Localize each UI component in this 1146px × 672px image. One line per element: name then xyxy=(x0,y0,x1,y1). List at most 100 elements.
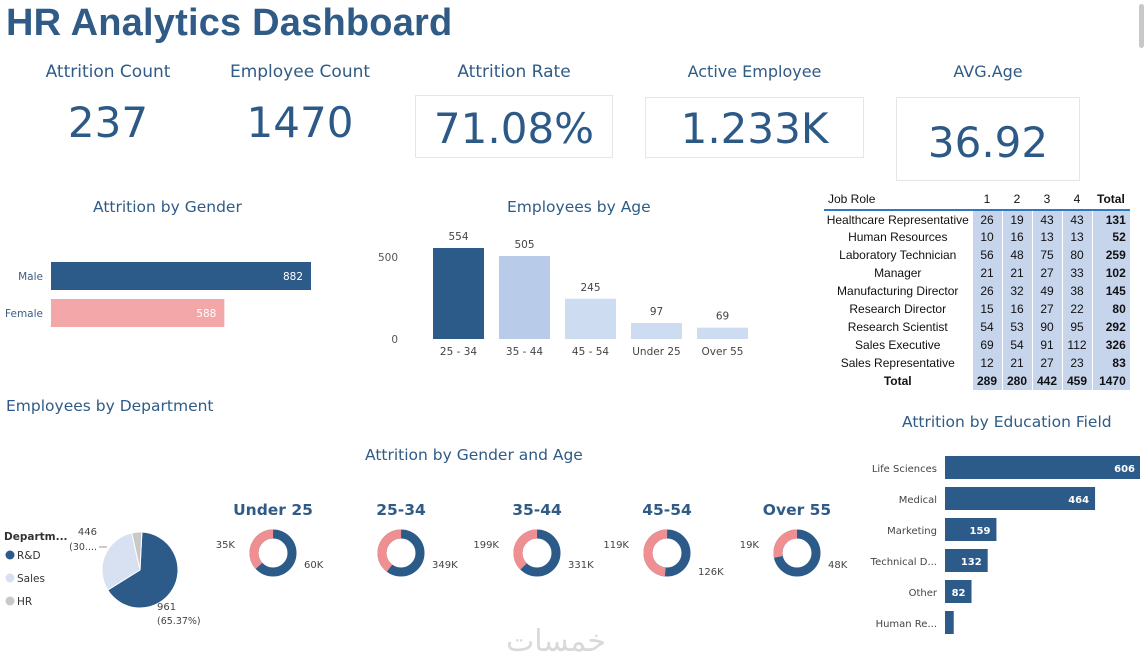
matrix-value-cell: 80 xyxy=(1061,246,1092,264)
department-chart-title: Employees by Department xyxy=(6,397,214,415)
department-data-label: (30.... xyxy=(69,542,97,553)
matrix-role-cell: Human Resources xyxy=(824,228,972,246)
matrix-value-cell: 12 xyxy=(971,354,1002,372)
matrix-value-cell: 26 xyxy=(971,282,1002,300)
matrix-value-cell: 13 xyxy=(1031,228,1062,246)
kpi-employee-count-value: 1470 xyxy=(246,98,354,147)
department-legend-marker xyxy=(5,550,15,560)
matrix-value-cell: 49 xyxy=(1031,282,1062,300)
age-category-label: Under 25 xyxy=(632,346,680,358)
matrix-total-cell: 102 xyxy=(1091,264,1130,282)
education-chart-title: Attrition by Education Field xyxy=(902,413,1112,431)
matrix-row: Manager 21 21 27 33 102 xyxy=(824,264,1130,282)
education-category-label: Marketing xyxy=(887,526,937,537)
gender-bar xyxy=(51,262,311,290)
matrix-header-3: 3 xyxy=(1043,191,1051,206)
gender-age-pink-value: 199K xyxy=(473,540,499,551)
matrix-value-cell: 54 xyxy=(1001,336,1032,354)
matrix-grand-cell: 280 xyxy=(1001,372,1032,390)
department-legend-label: HR xyxy=(17,596,32,608)
kpi-active-employee-value: 1.233K xyxy=(680,104,829,153)
kpi-avg-age-box xyxy=(896,97,1080,181)
kpi-employee-count-label: Employee Count xyxy=(229,62,371,82)
education-bar-chart: Life Sciences 606 Medical 464 Marketing 159 Te… xyxy=(870,456,1140,634)
matrix-grand-cell: 289 xyxy=(971,372,1002,390)
matrix-row: Manufacturing Director 26 32 49 38 145 xyxy=(824,282,1130,300)
department-data-label: 961 xyxy=(157,602,176,613)
matrix-value-cell: 75 xyxy=(1031,246,1062,264)
matrix-role-cell: Sales Executive xyxy=(824,336,972,354)
matrix-value-cell: 27 xyxy=(1031,300,1062,318)
age-category-label: 35 - 44 xyxy=(506,346,544,358)
gender-age-dark-value: 349K xyxy=(432,560,458,571)
age-category-label: Over 55 xyxy=(702,346,744,358)
matrix-value-cell: 22 xyxy=(1061,300,1092,318)
matrix-role-cell: Sales Representative xyxy=(824,354,972,372)
gender-age-donut-label: 45-54 xyxy=(642,501,692,519)
gender-bar xyxy=(51,299,225,327)
matrix-row: Healthcare Representative 26 19 43 43 131 xyxy=(824,210,1130,228)
matrix-value-cell: 43 xyxy=(1031,210,1062,228)
watermark-logo: خمسات xyxy=(506,624,607,659)
age-bar xyxy=(433,248,484,339)
matrix-value-cell: 48 xyxy=(1001,246,1032,264)
matrix-grand-total: 1470 xyxy=(1091,372,1130,390)
education-data-label: 82 xyxy=(952,588,966,599)
matrix-row: Research Scientist 54 53 90 95 292 xyxy=(824,318,1130,336)
matrix-value-cell: 21 xyxy=(971,264,1002,282)
matrix-role-cell: Laboratory Technician xyxy=(824,246,972,264)
department-pie-chart: Departm... R&D Sales HR 446 (30.... 961 (65.37%… xyxy=(4,527,201,627)
age-bar xyxy=(697,327,748,339)
matrix-total-cell: 80 xyxy=(1091,300,1130,318)
department-pie-slice xyxy=(131,531,143,571)
age-data-label: 69 xyxy=(716,311,729,323)
gender-category-label: Female xyxy=(5,308,43,320)
matrix-value-cell: 54 xyxy=(971,318,1002,336)
matrix-role-cell: Manager xyxy=(824,264,972,282)
department-legend-label: R&D xyxy=(17,550,41,562)
kpi-active-employee-label: Active Employee xyxy=(687,62,822,81)
gender-age-chart-title: Attrition by Gender and Age xyxy=(365,446,583,464)
department-legend-marker xyxy=(5,596,15,606)
matrix-value-cell: 56 xyxy=(971,246,1002,264)
matrix-value-cell: 13 xyxy=(1061,228,1092,246)
kpi-attrition-rate-box xyxy=(415,95,613,158)
education-data-label: 159 xyxy=(970,526,991,537)
gender-age-pink-value: 119K xyxy=(603,540,629,551)
age-ytick-label: 0 xyxy=(391,334,398,346)
gender-data-label: 588 xyxy=(196,308,216,320)
matrix-row: Research Director 15 16 27 22 80 xyxy=(824,300,1130,318)
kpi-avg-age-label: AVG.Age xyxy=(953,62,1023,81)
matrix-total-cell: 131 xyxy=(1091,210,1130,228)
age-data-label: 554 xyxy=(448,231,468,243)
education-data-label: 464 xyxy=(1068,495,1089,506)
gender-age-dark-value: 126K xyxy=(698,567,724,578)
gender-age-donut-label: 25-34 xyxy=(376,501,426,519)
matrix-value-cell: 38 xyxy=(1061,282,1092,300)
education-bar xyxy=(945,580,972,603)
education-bar xyxy=(945,518,997,541)
matrix-value-cell: 16 xyxy=(1001,300,1032,318)
matrix-role-cell: Research Scientist xyxy=(824,318,972,336)
age-bar xyxy=(565,298,616,339)
kpi-attrition-rate-label: Attrition Rate xyxy=(457,62,571,82)
matrix-total-cell: 259 xyxy=(1091,246,1130,264)
matrix-value-cell: 91 xyxy=(1031,336,1062,354)
education-category-label: Human Re... xyxy=(876,619,937,630)
kpi-attrition-count-label: Attrition Count xyxy=(45,62,171,82)
gender-age-pink-value: 35K xyxy=(216,540,236,551)
matrix-row: Sales Representative 12 21 27 23 83 xyxy=(824,354,1130,372)
matrix-row: Human Resources 10 16 13 13 52 xyxy=(824,228,1130,246)
matrix-row: Laboratory Technician 56 48 75 80 259 xyxy=(824,246,1130,264)
matrix-value-cell: 90 xyxy=(1031,318,1062,336)
scrollbar[interactable] xyxy=(1139,4,1144,48)
age-ytick-label: 500 xyxy=(378,252,398,264)
gender-age-donut-charts: Under 25 35K 60K 25-34 349K 35-44 199K 331K 45-5… xyxy=(216,501,848,578)
kpi-attrition-rate-value: 71.08% xyxy=(433,104,595,153)
matrix-grand-cell: 459 xyxy=(1061,372,1092,390)
education-data-label: 132 xyxy=(961,557,982,568)
matrix-total-cell: 326 xyxy=(1091,336,1130,354)
matrix-header-1: 1 xyxy=(983,191,991,206)
department-legend-marker xyxy=(5,573,15,583)
education-category-label: Medical xyxy=(899,495,937,506)
